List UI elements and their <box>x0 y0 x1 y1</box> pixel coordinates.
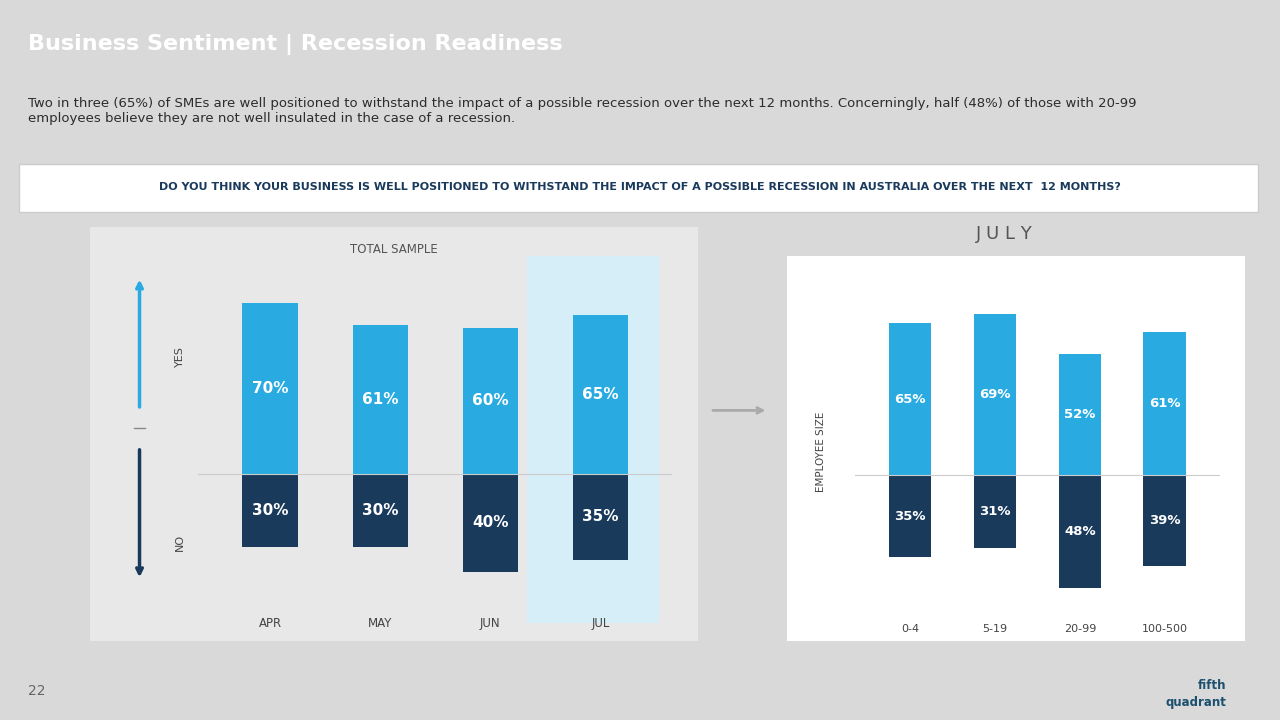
Text: 22: 22 <box>28 684 46 698</box>
Text: fifth
quadrant: fifth quadrant <box>1165 679 1226 709</box>
Text: NO: NO <box>174 534 184 551</box>
Bar <box>1143 475 1185 567</box>
Bar <box>974 475 1016 548</box>
Bar <box>352 325 407 474</box>
Text: 61%: 61% <box>1149 397 1180 410</box>
Bar <box>1143 333 1185 475</box>
Text: 52%: 52% <box>1064 408 1096 421</box>
Text: 35%: 35% <box>582 509 618 524</box>
Text: EMPLOYEE SIZE: EMPLOYEE SIZE <box>817 412 826 492</box>
Text: Two in three (65%) of SMEs are well positioned to withstand the impact of a poss: Two in three (65%) of SMEs are well posi… <box>28 97 1137 125</box>
Text: 65%: 65% <box>895 392 925 405</box>
Text: 39%: 39% <box>1149 514 1180 527</box>
Bar <box>352 474 407 547</box>
Text: Business Sentiment | Recession Readiness: Business Sentiment | Recession Readiness <box>28 34 563 55</box>
Bar <box>463 474 518 572</box>
Text: 30%: 30% <box>252 503 288 518</box>
Bar <box>242 474 297 547</box>
FancyBboxPatch shape <box>527 256 659 623</box>
Text: 30%: 30% <box>362 503 398 518</box>
Text: 40%: 40% <box>472 516 508 531</box>
Text: DO YOU THINK YOUR BUSINESS IS WELL POSITIONED TO WITHSTAND THE IMPACT OF A POSSI: DO YOU THINK YOUR BUSINESS IS WELL POSIT… <box>159 181 1121 192</box>
Bar <box>573 315 628 474</box>
Bar <box>890 475 932 557</box>
Bar <box>573 474 628 559</box>
Bar <box>463 328 518 474</box>
Bar <box>548 259 658 608</box>
Text: 65%: 65% <box>582 387 618 402</box>
Text: 70%: 70% <box>252 381 288 396</box>
Text: YES: YES <box>174 346 184 367</box>
FancyBboxPatch shape <box>778 248 1254 649</box>
FancyBboxPatch shape <box>19 164 1258 212</box>
Text: TOTAL SAMPLE: TOTAL SAMPLE <box>349 243 438 256</box>
Text: 48%: 48% <box>1064 525 1096 538</box>
Bar <box>242 303 297 474</box>
Text: 60%: 60% <box>472 393 508 408</box>
Text: 61%: 61% <box>362 392 398 407</box>
FancyBboxPatch shape <box>83 222 704 645</box>
Bar <box>1059 354 1101 475</box>
Text: 69%: 69% <box>979 388 1011 401</box>
Bar <box>974 314 1016 475</box>
Bar <box>1059 475 1101 588</box>
Text: 31%: 31% <box>979 505 1011 518</box>
Text: 35%: 35% <box>895 510 925 523</box>
Bar <box>890 323 932 475</box>
Text: J U L Y: J U L Y <box>977 225 1033 243</box>
